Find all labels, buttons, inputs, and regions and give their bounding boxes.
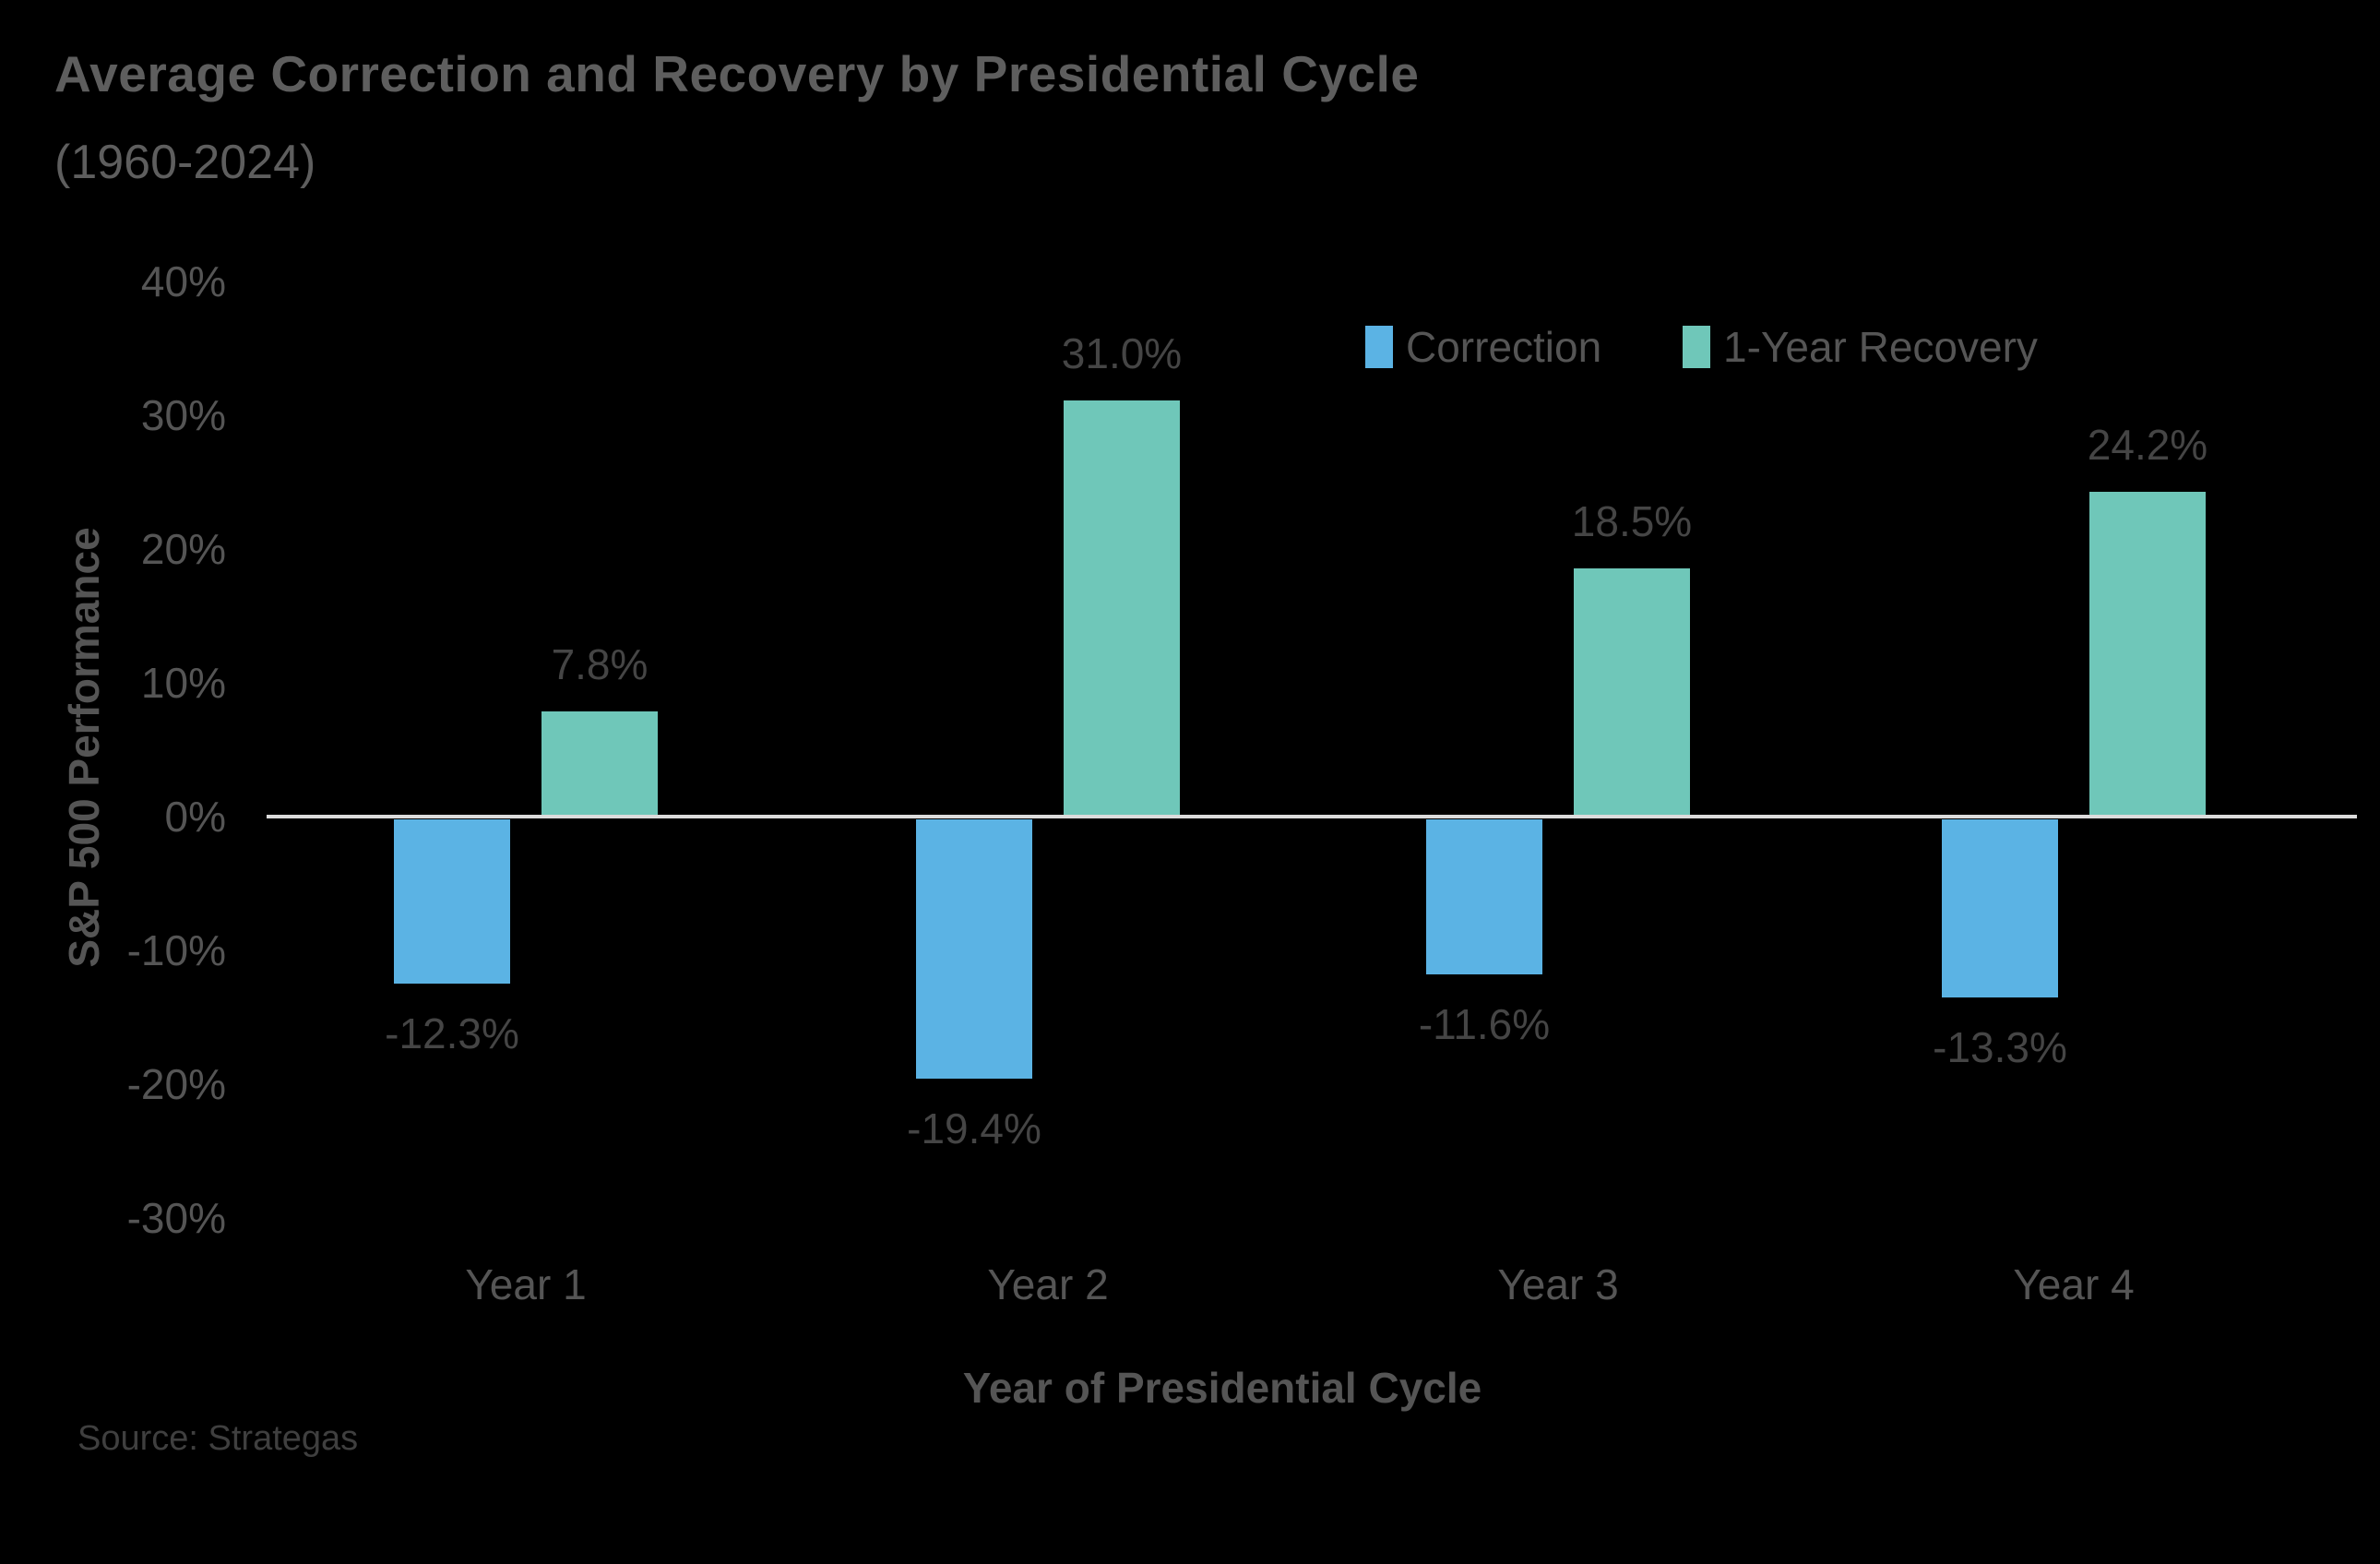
x-category-label: Year 4 (2013, 1260, 2135, 1308)
legend-label-correction: Correction (1406, 323, 1602, 371)
value-label: 31.0% (1061, 329, 1183, 377)
zero-axis-line (267, 815, 2357, 818)
bar-1-year-recovery-year-3 (1574, 568, 1690, 816)
x-axis-title: Year of Presidential Cycle (962, 1364, 1482, 1412)
value-label: -12.3% (385, 1009, 519, 1057)
bar-correction-year-2 (916, 819, 1032, 1079)
y-tick-label: 10% (140, 659, 226, 707)
chart-subtitle: (1960-2024) (54, 136, 316, 189)
value-label: -11.6% (1418, 1000, 1551, 1048)
value-label: -13.3% (1933, 1023, 2067, 1071)
y-tick-label: 30% (140, 391, 226, 439)
y-tick-label: -30% (126, 1194, 226, 1242)
y-tick-label: -20% (126, 1060, 226, 1108)
y-tick-label: 40% (140, 257, 226, 305)
legend-item-recovery: 1-Year Recovery (1683, 325, 2038, 369)
value-label: -19.4% (907, 1104, 1041, 1152)
bar-1-year-recovery-year-2 (1064, 400, 1180, 816)
legend-swatch-correction-icon (1365, 326, 1393, 368)
bar-1-year-recovery-year-1 (541, 711, 658, 816)
y-tick-label: 20% (140, 525, 226, 573)
value-label: 7.8% (551, 640, 649, 688)
bar-correction-year-4 (1942, 819, 2058, 997)
bar-correction-year-1 (394, 819, 510, 984)
bar-1-year-recovery-year-4 (2089, 492, 2206, 816)
chart-title: Average Correction and Recovery by Presi… (54, 45, 1420, 102)
legend-label-recovery: 1-Year Recovery (1723, 323, 2038, 371)
legend-item-correction: Correction (1365, 325, 1601, 369)
value-label: 18.5% (1571, 497, 1693, 545)
y-tick-label: 0% (164, 793, 226, 841)
x-category-label: Year 1 (465, 1260, 587, 1308)
source-note: Source: Strategas (77, 1419, 359, 1458)
legend-swatch-recovery-icon (1683, 326, 1710, 368)
x-category-label: Year 2 (987, 1260, 1109, 1308)
bar-correction-year-3 (1426, 819, 1542, 974)
value-label: 24.2% (2087, 421, 2208, 469)
y-tick-label: -10% (126, 926, 226, 974)
x-category-label: Year 3 (1497, 1260, 1619, 1308)
